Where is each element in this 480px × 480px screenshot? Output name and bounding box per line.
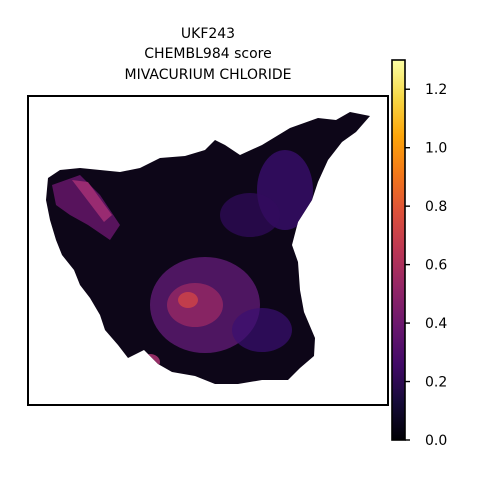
moderate-score-region-upper [220, 193, 280, 237]
colorbar-tick-label: 0.2 [425, 375, 447, 391]
colorbar: 0.0 0.2 0.4 0.6 0.8 1.0 1.2 [391, 59, 447, 449]
spatial-score-map [46, 112, 370, 384]
colorbar-tick-label: 0.4 [425, 316, 447, 332]
colorbar-tick-label: 0.6 [425, 258, 447, 274]
colorbar-tick-label: 0.8 [425, 199, 447, 215]
high-score-region-hot [178, 292, 198, 308]
high-score-region-left-arm [52, 175, 120, 240]
moderate-score-region-lower-right [232, 308, 292, 352]
colorbar-tick-label: 0.0 [425, 433, 447, 449]
chart-title-line-2: CHEMBL984 score [144, 46, 271, 62]
colorbar-ticks: 0.0 0.2 0.4 0.6 0.8 1.0 1.2 [405, 82, 447, 449]
colorbar-tick-label: 1.2 [425, 82, 447, 98]
colorbar-gradient [391, 59, 406, 441]
chart-title-line-3: MIVACURIUM CHLORIDE [125, 67, 292, 83]
chart-title-line-1: UKF243 [181, 26, 235, 42]
high-score-region-left-streak [72, 180, 112, 222]
colorbar-tick-label: 1.0 [425, 141, 447, 157]
